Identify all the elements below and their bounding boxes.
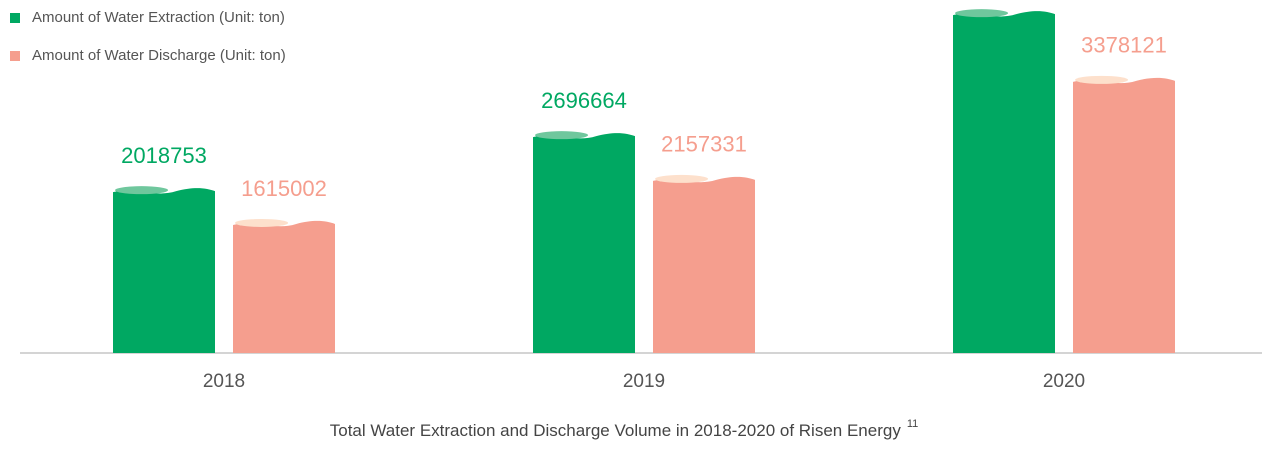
bar bbox=[233, 220, 335, 353]
x-tick-label: 2018 bbox=[203, 371, 245, 392]
bar-highlight bbox=[235, 218, 289, 227]
bar-highlight bbox=[955, 9, 1009, 18]
value-label: 2696664 bbox=[541, 88, 627, 113]
bar bbox=[1073, 77, 1175, 353]
footnote: 11 bbox=[907, 418, 918, 430]
legend-swatch bbox=[10, 51, 20, 61]
value-label: 2018753 bbox=[121, 143, 207, 168]
legend-swatch bbox=[10, 13, 20, 23]
bar bbox=[653, 176, 755, 353]
x-tick-label: 2019 bbox=[623, 371, 665, 392]
bar bbox=[953, 11, 1055, 353]
bar bbox=[113, 188, 215, 353]
bar-highlight bbox=[535, 131, 589, 140]
bar bbox=[533, 133, 635, 353]
bar-highlight bbox=[115, 186, 169, 195]
bar-highlight bbox=[1075, 75, 1129, 84]
value-label: 1615002 bbox=[241, 176, 327, 201]
legend-label: Amount of Water Extraction (Unit: ton) bbox=[32, 9, 285, 26]
value-label: 3378121 bbox=[1081, 33, 1167, 58]
value-label: 2157331 bbox=[661, 132, 747, 157]
x-tick-label: 2020 bbox=[1043, 371, 1085, 392]
title-text: Total Water Extraction and Discharge Vol… bbox=[330, 421, 902, 440]
bar-highlight bbox=[655, 174, 709, 183]
legend-label: Amount of Water Discharge (Unit: ton) bbox=[32, 47, 286, 64]
chart-title: Total Water Extraction and Discharge Vol… bbox=[330, 418, 919, 441]
